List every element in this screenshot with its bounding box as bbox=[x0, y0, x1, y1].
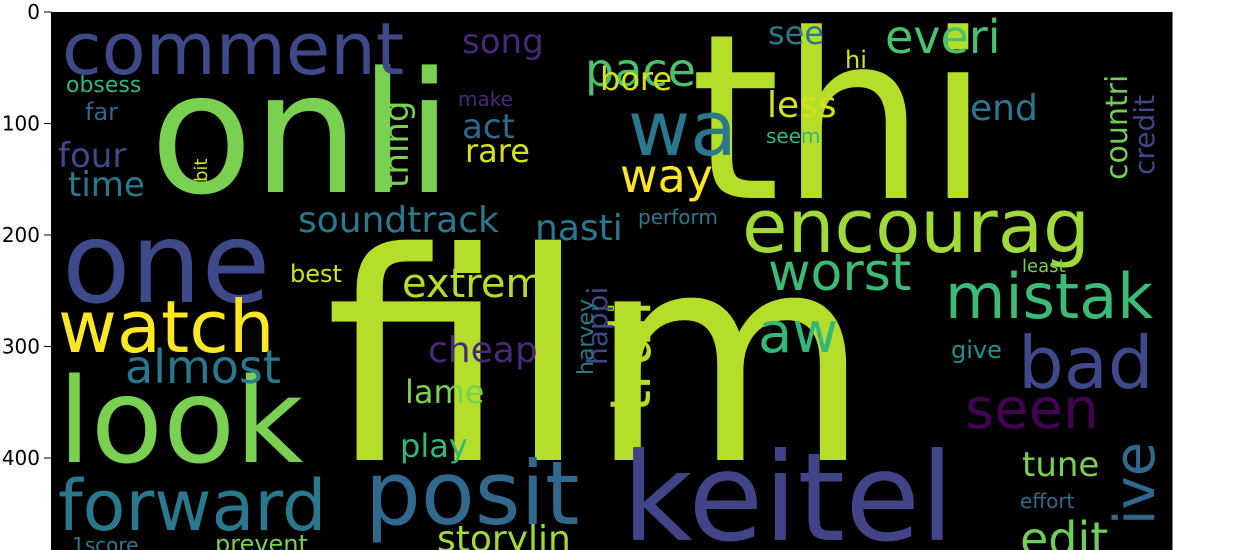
word-prevent: prevent bbox=[215, 530, 308, 550]
word-mistak: mistak bbox=[945, 260, 1153, 333]
word-tune: tune bbox=[1022, 445, 1099, 485]
word-encourag: encourag bbox=[742, 184, 1090, 270]
word-edit: edit bbox=[1020, 512, 1108, 550]
word-look: look bbox=[58, 352, 304, 490]
word-1score: 1score bbox=[72, 533, 138, 550]
word-almost: almost bbox=[125, 340, 281, 394]
word-posit: posit bbox=[365, 442, 580, 545]
word-forward: forward bbox=[58, 465, 326, 547]
word-end: end bbox=[970, 88, 1038, 129]
word-happi: happi bbox=[581, 287, 614, 365]
y-tick-label-0: 0 bbox=[27, 0, 40, 24]
word-onli: onli bbox=[150, 36, 453, 232]
word-one: one bbox=[62, 199, 270, 329]
word-play: play bbox=[400, 427, 468, 465]
word-cheap: cheap bbox=[428, 330, 538, 371]
word-wa: wa bbox=[628, 84, 737, 173]
word-thing: thing bbox=[377, 101, 417, 188]
y-tick-label-200: 200 bbox=[2, 223, 40, 247]
word-aw: aw bbox=[758, 301, 838, 366]
word-way: way bbox=[620, 149, 713, 203]
word-best: best bbox=[290, 260, 342, 288]
word-act: act bbox=[462, 107, 515, 147]
word-ive: ive bbox=[1103, 442, 1168, 525]
word-countri: countri bbox=[1100, 75, 1135, 180]
word-least: least bbox=[1022, 256, 1066, 277]
plot-area bbox=[52, 12, 1172, 550]
word-worst: worst bbox=[768, 243, 911, 303]
word-thi: thi bbox=[690, 0, 990, 253]
word-truli: truli bbox=[599, 300, 664, 412]
word-seem: seem bbox=[766, 124, 821, 148]
word-bad: bad bbox=[1018, 321, 1154, 405]
word-keitel: keitel bbox=[622, 427, 954, 550]
word-less: less bbox=[767, 85, 837, 126]
word-lame: lame bbox=[405, 373, 484, 411]
word-harvey: harvey bbox=[574, 299, 599, 375]
y-tick-label-100: 100 bbox=[2, 112, 40, 136]
word-effort: effort bbox=[1020, 489, 1075, 513]
word-perform: perform bbox=[638, 205, 718, 229]
word-everi: everi bbox=[885, 10, 1001, 64]
word-four: four bbox=[58, 136, 126, 176]
word-extrem: extrem bbox=[402, 261, 544, 307]
word-nasti: nasti bbox=[535, 208, 623, 249]
word-time: time bbox=[68, 165, 145, 205]
word-watch: watch bbox=[58, 285, 274, 369]
word-credit: credit bbox=[1128, 95, 1161, 175]
word-seen: seen bbox=[965, 377, 1099, 442]
word-pace: pace bbox=[585, 43, 696, 97]
word-film: film bbox=[325, 192, 871, 529]
word-storylin: storylin bbox=[437, 519, 571, 550]
y-tick-label-300: 300 bbox=[2, 335, 40, 359]
word-hi: hi bbox=[845, 46, 867, 74]
word-make: make bbox=[458, 87, 513, 111]
word-rare: rare bbox=[465, 132, 530, 170]
word-give: give bbox=[951, 336, 1002, 364]
word-far: far bbox=[85, 98, 118, 126]
y-tick-label-400: 400 bbox=[2, 446, 40, 470]
y-axis: 0 100 200 300 400 bbox=[2, 0, 52, 470]
word-comment: comment bbox=[62, 7, 404, 91]
word-soundtrack: soundtrack bbox=[298, 200, 499, 241]
word-song: song bbox=[462, 22, 544, 62]
word-bit: bit bbox=[191, 159, 212, 182]
word-see: see bbox=[768, 14, 824, 52]
word-obsess: obsess bbox=[66, 73, 141, 98]
word-bore: bore bbox=[600, 60, 672, 98]
